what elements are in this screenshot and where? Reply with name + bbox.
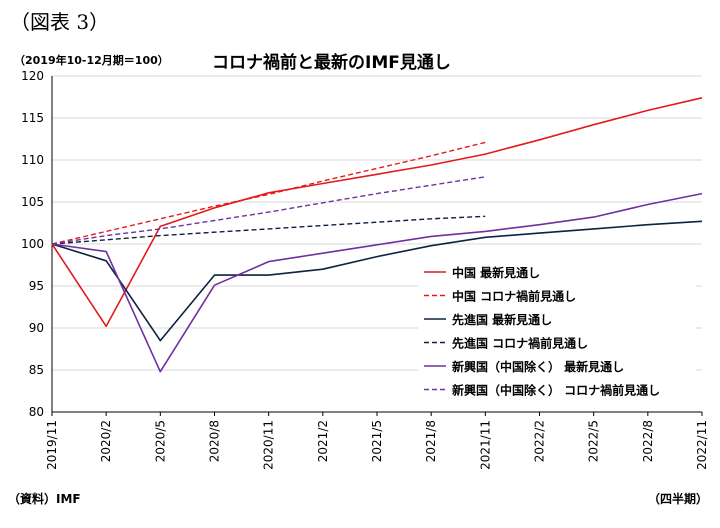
x-tick-label: 2022/2 (533, 420, 547, 462)
chart-title: コロナ禍前と最新のIMF見通し (212, 53, 451, 73)
y-tick-label: 80 (29, 405, 44, 419)
legend-background (418, 260, 696, 405)
legend-label-1: 中国 最新見通し (452, 265, 540, 280)
x-tick-label: 2020/8 (208, 420, 222, 462)
y-tick-label: 110 (21, 153, 44, 167)
x-tick-label: 2020/5 (153, 420, 167, 462)
legend-label-4: 先進国 コロナ禍前見通し (452, 336, 588, 351)
y-tick-label: 90 (29, 321, 44, 335)
y-tick-label: 85 (29, 363, 44, 377)
legend-label-6: 新興国（中国除く） コロナ禍前見通し (452, 383, 660, 398)
unit-note: （四半期） (647, 492, 708, 506)
x-tick-label: 2022/11 (695, 420, 709, 470)
series-line-1 (51, 97, 703, 328)
x-tick-label: 2021/5 (370, 420, 384, 462)
x-tick-label: 2021/8 (424, 420, 438, 462)
y-tick-label: 120 (21, 69, 44, 83)
y-tick-label: 105 (21, 195, 44, 209)
legend-label-2: 中国 コロナ禍前見通し (452, 289, 576, 304)
figure-label: （図表 3） (10, 10, 110, 34)
legend-label-3: 先進国 最新見通し (452, 312, 552, 327)
x-tick-label: 2020/2 (99, 420, 113, 462)
source-note: （資料）IMF (8, 492, 81, 506)
legend-label-5: 新興国（中国除く） 最新見通し (452, 359, 624, 374)
series-line-3 (51, 220, 703, 342)
x-tick-label: 2019/11 (45, 420, 59, 470)
series-lines (51, 97, 703, 373)
series-line-4 (51, 215, 486, 245)
x-tick-label: 2022/5 (587, 420, 601, 462)
axes: 80 85 90 95 100 105 110 115 120 2019/11 2020/2 2020… (21, 69, 709, 470)
series-line-6 (51, 176, 486, 245)
y-tick-label: 95 (29, 279, 44, 293)
x-tick-label: 2022/8 (641, 420, 655, 462)
series-line-2 (51, 141, 486, 245)
base-note: （2019年10-12月期＝100） (14, 54, 169, 67)
x-tick-label: 2021/2 (316, 420, 330, 462)
x-tick-label: 2020/11 (262, 420, 276, 470)
y-tick-label: 100 (21, 237, 44, 251)
y-tick-label: 115 (21, 111, 44, 125)
x-tick-label: 2021/11 (478, 420, 492, 470)
series-line-5 (51, 192, 703, 373)
